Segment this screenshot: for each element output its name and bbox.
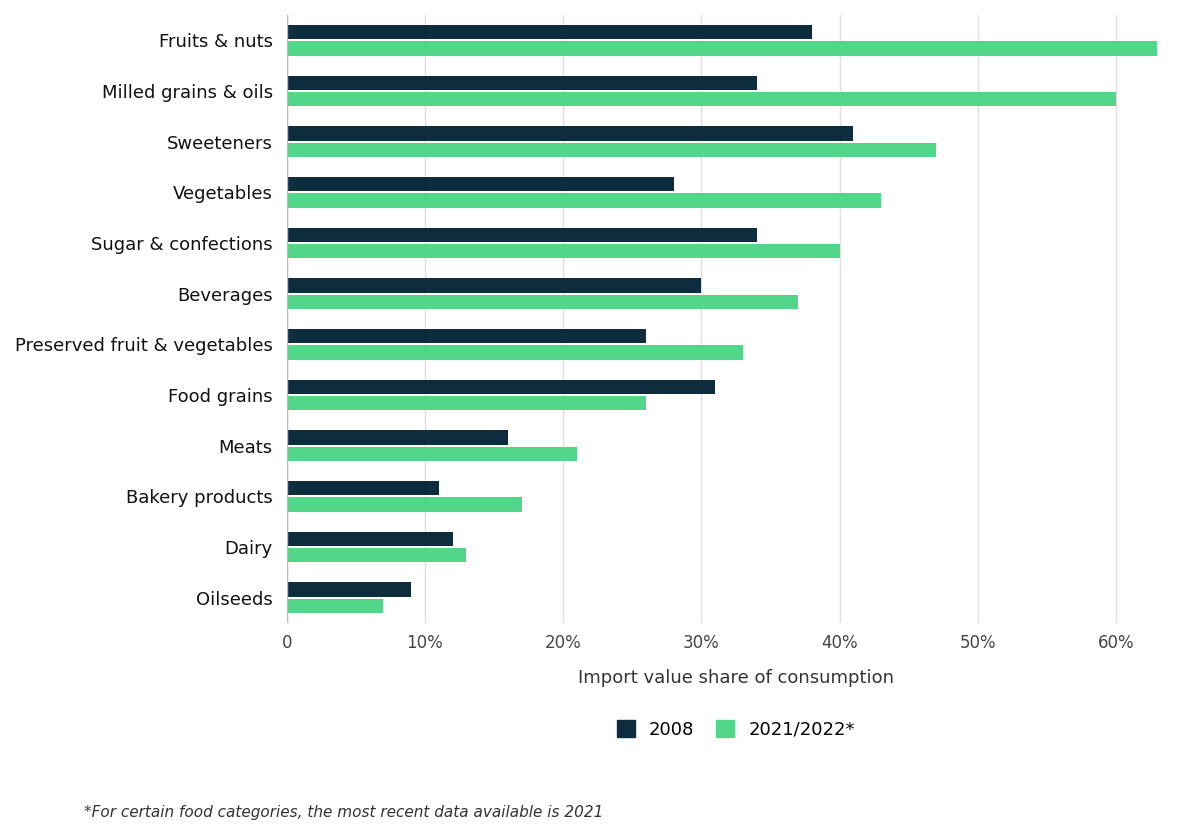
Bar bbox=[287, 345, 743, 360]
Bar bbox=[287, 498, 522, 511]
X-axis label: Import value share of consumption: Import value share of consumption bbox=[578, 669, 894, 687]
Bar bbox=[287, 582, 412, 597]
Bar bbox=[287, 481, 439, 495]
Bar bbox=[287, 431, 508, 445]
Bar bbox=[287, 41, 1157, 55]
Bar bbox=[287, 177, 673, 191]
Bar bbox=[287, 447, 577, 461]
Bar bbox=[287, 75, 757, 90]
Bar bbox=[287, 598, 384, 613]
Bar bbox=[287, 548, 467, 562]
Legend: 2008, 2021/2022*: 2008, 2021/2022* bbox=[607, 711, 864, 747]
Bar bbox=[287, 244, 840, 258]
Bar bbox=[287, 92, 1116, 106]
Bar bbox=[287, 25, 812, 39]
Bar bbox=[287, 142, 936, 157]
Bar bbox=[287, 380, 715, 394]
Text: *For certain food categories, the most recent data available is 2021: *For certain food categories, the most r… bbox=[84, 805, 604, 820]
Bar bbox=[287, 295, 798, 309]
Bar bbox=[287, 278, 701, 292]
Bar bbox=[287, 228, 757, 242]
Bar bbox=[287, 532, 452, 546]
Bar bbox=[287, 194, 881, 208]
Bar bbox=[287, 396, 646, 411]
Bar bbox=[287, 329, 646, 344]
Bar bbox=[287, 127, 853, 141]
